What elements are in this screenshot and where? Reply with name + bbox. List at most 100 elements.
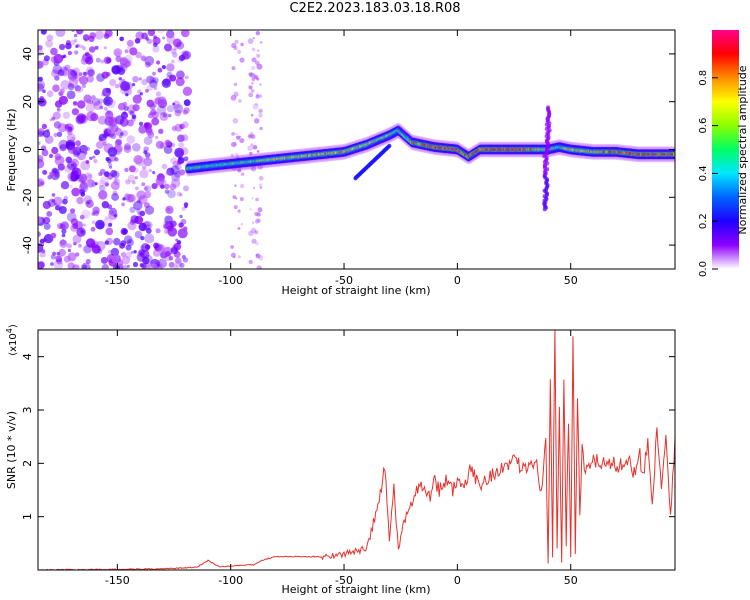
noise-speckle <box>54 75 60 81</box>
noise-speckle <box>108 222 113 227</box>
noise-speckle <box>163 183 170 190</box>
noise-speckle <box>147 30 156 37</box>
spectrogram-panel: -150 -100 -50 0 50 -40 -20 0 20 40 Frequency (Hz)… <box>5 29 749 297</box>
noise-speckle <box>124 167 129 173</box>
noise-speckle <box>135 156 146 167</box>
noise-speckle <box>153 86 158 90</box>
noise-speckle <box>39 251 46 258</box>
colorbar-label: Normalized spectral amplitude <box>736 65 749 234</box>
colorbar-tick-label: 0.4 <box>698 165 709 181</box>
noise-speckle <box>176 191 182 197</box>
noise-speckle <box>67 252 77 262</box>
noise-speckle <box>237 49 242 54</box>
noise-speckle <box>62 67 68 72</box>
noise-speckle <box>231 132 235 136</box>
noise-speckle <box>68 82 73 87</box>
noise-speckle <box>250 89 255 93</box>
y-tick-label: -20 <box>21 188 34 206</box>
noise-speckle <box>139 169 149 179</box>
noise-speckle <box>178 54 186 62</box>
noise-speckle <box>118 77 123 81</box>
noise-speckle <box>256 265 262 269</box>
noise-speckle <box>98 172 103 177</box>
noise-speckle <box>182 86 193 97</box>
noise-speckle <box>83 151 88 155</box>
noise-speckle <box>100 256 108 264</box>
noise-speckle <box>250 143 254 147</box>
noise-speckle <box>98 136 103 142</box>
noise-speckle <box>128 109 134 115</box>
noise-speckle <box>233 91 239 97</box>
noise-speckle <box>42 130 51 138</box>
noise-speckle <box>53 259 64 269</box>
noise-speckle <box>99 105 104 110</box>
noise-speckle <box>85 259 91 264</box>
noise-speckle <box>106 125 117 135</box>
noise-speckle <box>91 95 96 100</box>
noise-speckle <box>235 133 238 136</box>
noise-speckle <box>87 173 93 179</box>
snr-series-line <box>38 330 675 570</box>
noise-speckle <box>125 244 132 251</box>
noise-speckle <box>79 214 85 220</box>
noise-speckle <box>248 72 253 77</box>
noise-speckle <box>149 76 156 84</box>
noise-speckle <box>80 229 85 234</box>
noise-speckle <box>43 55 50 62</box>
noise-speckle <box>252 103 259 110</box>
noise-speckle <box>251 77 256 82</box>
noise-speckle <box>38 60 44 69</box>
noise-speckle <box>149 103 156 110</box>
noise-speckle <box>117 67 126 75</box>
noise-speckle <box>55 30 66 37</box>
noise-speckle <box>230 94 237 101</box>
noise-speckle <box>133 167 139 173</box>
noise-speckle <box>79 44 83 49</box>
noise-speckle <box>52 84 60 92</box>
noise-speckle <box>159 142 167 149</box>
noise-speckle <box>129 110 135 116</box>
noise-speckle <box>135 186 139 191</box>
noise-speckle <box>42 169 48 175</box>
noise-speckle <box>174 162 182 170</box>
noise-speckle <box>239 135 242 138</box>
noise-speckle <box>178 222 184 228</box>
noise-speckle <box>251 65 256 71</box>
noise-speckle <box>170 220 177 228</box>
noise-speckle <box>252 145 258 150</box>
noise-speckle <box>140 55 147 62</box>
noise-speckle <box>79 181 88 190</box>
noise-speckle <box>132 83 136 87</box>
noise-speckle <box>144 202 150 209</box>
noise-speckle <box>107 250 112 254</box>
noise-speckle <box>122 197 126 201</box>
colorbar-ticks: 0.0 0.2 0.4 0.6 0.8 <box>698 70 718 277</box>
noise-speckle <box>256 53 261 58</box>
noise-speckle <box>131 180 136 185</box>
noise-speckle <box>46 211 53 217</box>
noise-speckle <box>132 143 141 152</box>
y-tick-label: 4 <box>21 353 34 360</box>
noise-speckle <box>230 141 237 148</box>
noise-speckle <box>234 153 239 157</box>
noise-speckle <box>257 207 263 213</box>
noise-speckle <box>87 69 95 77</box>
noise-speckle <box>104 30 113 38</box>
noise-speckle <box>95 219 105 230</box>
noise-speckle <box>104 182 110 187</box>
noise-speckle <box>172 52 178 58</box>
noise-speckle <box>255 241 259 246</box>
noise-speckle <box>248 85 253 90</box>
noise-speckle <box>107 162 113 167</box>
noise-speckle <box>157 30 165 34</box>
noise-speckle <box>79 144 88 154</box>
noise-speckle <box>51 193 56 197</box>
noise-speckle <box>249 135 252 138</box>
noise-speckle <box>87 179 95 187</box>
noise-speckle <box>82 34 90 41</box>
noise-speckle <box>152 171 156 175</box>
colorbar-tick-label: 0.0 <box>698 261 709 277</box>
noise-speckle <box>72 264 80 269</box>
noise-speckle <box>73 38 78 43</box>
noise-speckle <box>121 202 125 207</box>
